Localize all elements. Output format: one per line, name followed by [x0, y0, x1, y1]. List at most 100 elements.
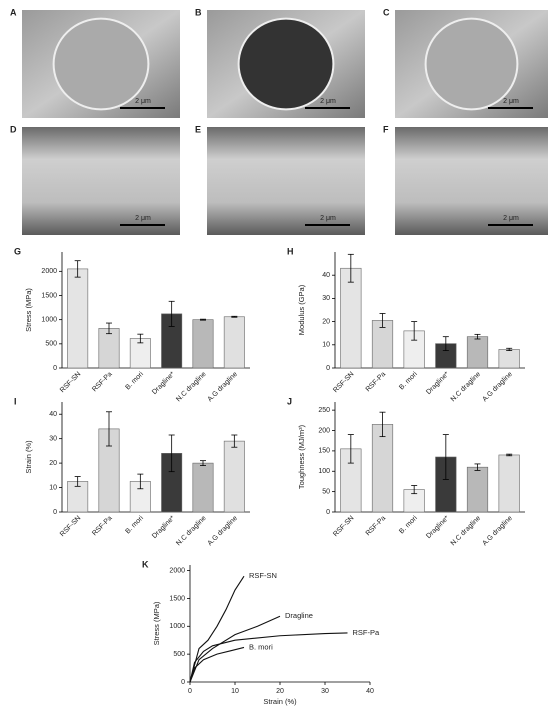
scale-label: 2 μm [135, 215, 151, 222]
panel-letter: J [287, 396, 292, 406]
bar [498, 454, 520, 513]
x-tick-label: Dragline* [151, 371, 177, 397]
bar [498, 349, 520, 369]
micrograph [395, 127, 548, 235]
x-tick-label: B. mori [124, 370, 145, 391]
x-tick-label: B. mori [398, 514, 419, 535]
x-tick-label: N.C dragline [450, 515, 483, 548]
x-tick-label: RSF-SN [59, 371, 82, 394]
y-tick-label: 150 [318, 448, 330, 455]
y-tick-label: 20 [49, 460, 57, 467]
scale-label: 2 μm [320, 98, 336, 105]
bar [466, 466, 489, 513]
x-tick-label: RSF-Pa [91, 371, 114, 394]
x-tick-label: Dragline* [425, 515, 451, 541]
line [189, 615, 281, 683]
y-axis-label: Strain (%) [24, 440, 33, 474]
y-tick-label: 40 [49, 411, 57, 418]
y-tick-label: 2000 [41, 268, 57, 275]
x-tick-label: RSF-Pa [365, 371, 388, 394]
panel-letter: D [10, 124, 17, 134]
y-tick-label: 500 [45, 341, 57, 348]
panel-letter: I [14, 396, 17, 406]
x-tick-label: 30 [321, 688, 329, 695]
y-tick-label: 10 [49, 484, 57, 491]
panel-letter: H [287, 246, 294, 256]
y-tick-label: 30 [322, 295, 330, 302]
y-axis-label: Modulus (GPa) [297, 284, 306, 335]
scale-label: 2 μm [135, 98, 151, 105]
y-tick-label: 1000 [41, 317, 57, 324]
x-tick-label: 40 [366, 688, 374, 695]
x-tick-label: RSF-Pa [365, 515, 388, 538]
y-axis-label: Stress (MPa) [24, 288, 33, 332]
x-tick-label: B. mori [398, 370, 419, 391]
bar [67, 268, 89, 369]
panel-letter: E [195, 124, 201, 134]
bar [192, 319, 214, 369]
line [189, 646, 245, 683]
y-tick-label: 10 [322, 342, 330, 349]
x-tick-label: Dragline* [425, 371, 451, 397]
x-tick-label: RSF-SN [332, 515, 355, 538]
y-tick-label: 40 [322, 272, 330, 279]
fiber-section [424, 17, 519, 111]
y-tick-label: 20 [322, 318, 330, 325]
scale-label: 2 μm [320, 215, 336, 222]
bar [98, 328, 120, 369]
scale-label: 2 μm [503, 215, 519, 222]
x-tick-label: 0 [188, 688, 192, 695]
line [189, 632, 348, 683]
y-axis-label: Toughness (MJ/m³) [297, 424, 306, 489]
x-tick-label: N.C dragline [450, 371, 483, 404]
micrograph [207, 127, 365, 235]
x-tick-label: Dragline* [151, 515, 177, 541]
y-tick-label: 500 [173, 651, 185, 658]
x-tick-label: RSF-SN [59, 515, 82, 538]
line [189, 575, 245, 683]
panel-letter: K [142, 559, 149, 569]
x-axis-label: Strain (%) [263, 697, 297, 706]
scale-label: 2 μm [503, 98, 519, 105]
x-tick-label: A.G dragline [481, 515, 514, 548]
bar [223, 316, 245, 369]
panel-letter: B [195, 7, 202, 17]
panel-letter: G [14, 246, 21, 256]
panel-letter: A [10, 7, 17, 17]
fiber-section [52, 17, 150, 111]
y-tick-label: 1000 [169, 623, 185, 630]
x-tick-label: A.G dragline [207, 515, 240, 548]
bar [371, 424, 394, 513]
y-tick-label: 1500 [41, 292, 57, 299]
x-tick-label: 10 [231, 688, 239, 695]
bar [192, 462, 214, 513]
y-axis-label: Stress (MPa) [152, 601, 161, 645]
x-tick-label: A.G dragline [207, 371, 240, 404]
y-tick-label: 1500 [169, 595, 185, 602]
x-tick-label: B. mori [124, 514, 145, 535]
y-tick-label: 100 [318, 468, 330, 475]
series-label: B. mori [249, 642, 273, 651]
y-tick-label: 30 [49, 436, 57, 443]
x-tick-label: A.G dragline [481, 371, 514, 404]
y-tick-label: 2000 [169, 567, 185, 574]
bar [466, 336, 489, 369]
panel-letter: C [383, 7, 390, 17]
x-tick-label: N.C dragline [175, 371, 208, 404]
x-tick-label: RSF-SN [332, 371, 355, 394]
x-tick-label: RSF-Pa [91, 515, 114, 538]
micrograph [22, 127, 180, 235]
series-label: RSF-Pa [353, 628, 381, 637]
y-tick-label: 200 [318, 427, 330, 434]
x-tick-label: 20 [276, 688, 284, 695]
x-tick-label: N.C dragline [175, 515, 208, 548]
y-tick-label: 0 [53, 509, 57, 516]
bar [340, 267, 362, 369]
y-tick-label: 0 [53, 365, 57, 372]
y-tick-label: 0 [326, 365, 330, 372]
y-tick-label: 0 [181, 679, 185, 686]
fiber-section [237, 17, 335, 111]
y-tick-label: 50 [322, 488, 330, 495]
